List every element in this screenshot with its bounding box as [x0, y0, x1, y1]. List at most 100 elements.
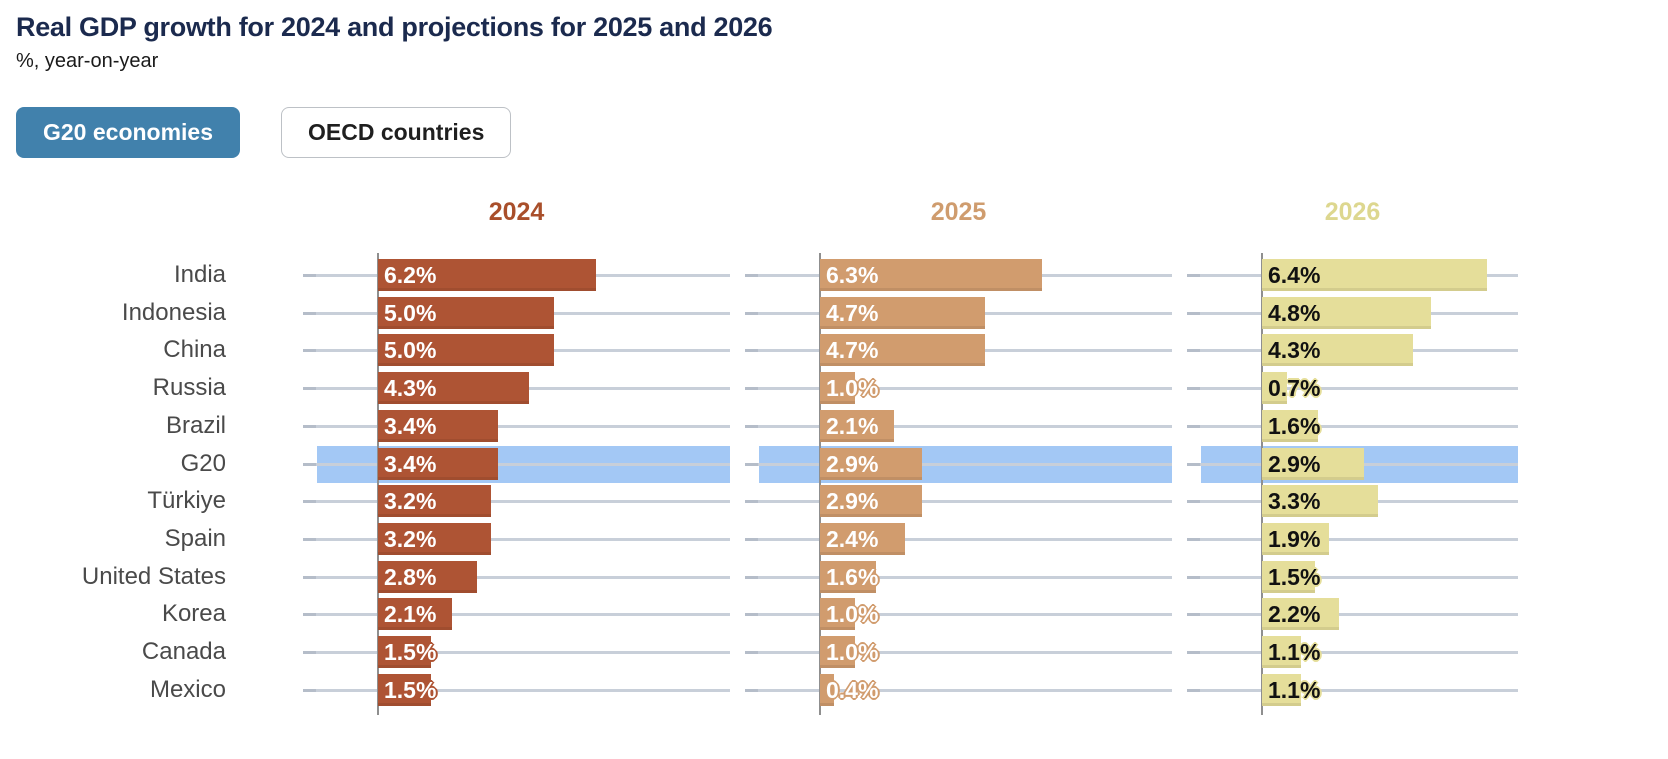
- bar-value-label: 4.8%: [1268, 299, 1321, 326]
- bar-value-label: 3.3%: [1268, 488, 1321, 515]
- gridline: [303, 462, 730, 466]
- gridline: [303, 613, 730, 617]
- gridline: [745, 537, 1172, 541]
- bar-value-label: 6.2%: [384, 262, 437, 288]
- gridline: [1187, 387, 1518, 391]
- bar-value-label: 1.6%: [1268, 412, 1321, 439]
- bar-value-label: 4.3%: [384, 375, 437, 402]
- row-label-spain: Spain: [164, 524, 226, 552]
- bar-value-label: 3.4%: [384, 450, 437, 477]
- gridline: [1187, 575, 1518, 579]
- gridline: [745, 688, 1172, 692]
- row-label-canada: Canada: [141, 638, 226, 665]
- bar-2024-türkiye: 3.2%: [378, 485, 491, 518]
- bar-value-label: 2.9%: [826, 450, 879, 477]
- g20-economies-button[interactable]: G20 economies: [16, 107, 241, 158]
- bar-value-label: 1.5%: [1268, 563, 1321, 590]
- bar-value-label: 1.1%: [1268, 676, 1321, 703]
- axis-line-2026: [1261, 253, 1263, 715]
- bar-2026-russia: 0.7%: [1262, 372, 1320, 405]
- row-label-russia: Russia: [152, 374, 226, 402]
- row-label-g20: G20: [180, 449, 226, 477]
- bar-value-label: 1.5%: [384, 639, 437, 665]
- bar-value-label: 6.4%: [1268, 262, 1321, 288]
- bar-2025-brazil: 2.1%: [820, 409, 894, 442]
- row-label-korea: Korea: [161, 600, 226, 628]
- gridline: [303, 500, 730, 504]
- gridline: [1187, 651, 1518, 654]
- bar-2024-india: 6.2%: [378, 259, 597, 291]
- gridline: [303, 575, 730, 579]
- gridline: [745, 462, 1172, 466]
- bar-value-label: 1.5%: [384, 676, 437, 703]
- gridline: [303, 537, 730, 541]
- bar-2025-united-states: 1.6%: [820, 560, 878, 593]
- bar-2025-mexico: 0.4%: [820, 673, 878, 706]
- bar-2025-indonesia: 4.7%: [820, 296, 986, 329]
- gridline: [745, 575, 1172, 579]
- bar-value-label: 0.4%: [826, 676, 879, 703]
- bar-2026-türkiye: 3.3%: [1262, 485, 1379, 518]
- gridline: [745, 500, 1172, 504]
- gridline: [303, 688, 730, 692]
- bar-2025-korea: 1.0%: [820, 598, 878, 631]
- bar-value-label: 4.3%: [1268, 337, 1321, 364]
- bar-2026-korea: 2.2%: [1262, 598, 1340, 631]
- bar-value-label: 3.4%: [384, 412, 437, 439]
- bar-2026-indonesia: 4.8%: [1262, 296, 1431, 329]
- gridline: [745, 387, 1172, 391]
- row-label-mexico: Mexico: [149, 675, 226, 703]
- bar-2026-spain: 1.9%: [1262, 522, 1329, 555]
- row-label-india: India: [173, 261, 226, 288]
- bar-2026-mexico: 1.1%: [1262, 673, 1320, 706]
- row-label-indonesia: Indonesia: [121, 298, 226, 326]
- bar-2025-russia: 1.0%: [820, 372, 878, 405]
- bar-2025-china: 4.7%: [820, 334, 986, 367]
- gridline: [745, 613, 1172, 617]
- bar-2024-korea: 2.1%: [378, 598, 452, 631]
- bar-2026-g20: 2.9%: [1262, 447, 1365, 480]
- bar-2025-spain: 2.4%: [820, 522, 905, 555]
- bar-2024-united-states: 2.8%: [378, 560, 477, 593]
- gridline: [303, 424, 730, 428]
- chart-title: Real GDP growth for 2024 and projections…: [16, 12, 773, 42]
- bar-2025-canada: 1.0%: [820, 636, 878, 668]
- bar-value-label: 6.3%: [826, 262, 879, 288]
- bar-value-label: 5.0%: [384, 299, 437, 326]
- bar-value-label: 4.7%: [826, 337, 879, 364]
- row-label-türkiye: Türkiye: [147, 487, 226, 515]
- bar-value-label: 4.7%: [826, 299, 879, 326]
- chart-subtitle: %, year-on-year: [16, 50, 159, 72]
- year-header-2025: 2025: [930, 198, 987, 226]
- bar-value-label: 2.8%: [384, 563, 437, 590]
- bar-value-label: 1.1%: [1268, 639, 1321, 665]
- bar-value-label: 0.7%: [1268, 375, 1321, 402]
- row-label-china: China: [163, 336, 226, 364]
- bar-2024-indonesia: 5.0%: [378, 296, 554, 329]
- bar-2024-g20: 3.4%: [378, 447, 498, 480]
- axis-line-2024: [377, 253, 379, 715]
- bar-2026-china: 4.3%: [1262, 334, 1414, 367]
- bar-value-label: 2.1%: [826, 412, 879, 439]
- bar-value-label: 1.0%: [826, 639, 879, 665]
- row-label-united-states: United States: [81, 562, 226, 590]
- bar-2025-india: 6.3%: [820, 259, 1042, 291]
- gridline: [303, 651, 730, 654]
- bar-value-label: 1.0%: [826, 601, 879, 628]
- bar-2024-spain: 3.2%: [378, 522, 491, 555]
- year-header-2026: 2026: [1324, 198, 1381, 226]
- bar-value-label: 2.1%: [384, 601, 437, 628]
- gridline: [1187, 613, 1518, 617]
- bar-2026-india: 6.4%: [1262, 259, 1488, 291]
- bar-value-label: 5.0%: [384, 337, 437, 364]
- gridline: [745, 424, 1172, 428]
- bar-2024-china: 5.0%: [378, 334, 554, 367]
- row-label-brazil: Brazil: [165, 411, 226, 439]
- axis-line-2025: [819, 253, 821, 715]
- bar-2026-canada: 1.1%: [1262, 636, 1320, 668]
- oecd-countries-button[interactable]: OECD countries: [281, 107, 512, 158]
- bar-2026-brazil: 1.6%: [1262, 409, 1321, 442]
- gridline: [745, 651, 1172, 654]
